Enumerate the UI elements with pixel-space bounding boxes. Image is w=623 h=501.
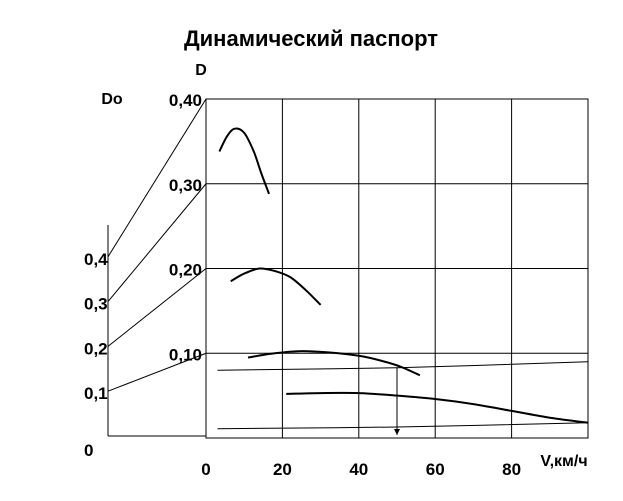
x-tick-label: 20 bbox=[273, 460, 292, 479]
x-tick-label: 40 bbox=[349, 460, 368, 479]
do-tick-label: 0,4 bbox=[84, 250, 108, 269]
plot-series bbox=[217, 127, 589, 435]
do-tick-label: 0,2 bbox=[84, 339, 108, 358]
series-curve-5 bbox=[217, 361, 589, 371]
chart-title: Динамический паспорт bbox=[184, 26, 438, 51]
y-axis-label: D bbox=[195, 62, 207, 79]
series-curve-2 bbox=[230, 267, 322, 306]
y-tick-label: 0,30 bbox=[169, 176, 202, 195]
nomogram-guide-line bbox=[107, 352, 207, 392]
series-curve-3 bbox=[247, 350, 421, 377]
tick-labels: 0 20 40 60 80 0,10 0,20 0,30 0,40 0 0,1 0,2 0,3 0,4 bbox=[84, 91, 521, 479]
y-tick-label: 0,10 bbox=[169, 345, 202, 364]
x-axis-label: V,км/ч bbox=[540, 453, 587, 470]
y-tick-label: 0,20 bbox=[169, 261, 202, 280]
nomogram-guides bbox=[107, 98, 207, 392]
series-curve-1 bbox=[218, 127, 270, 195]
do-tick-label: 0,1 bbox=[84, 384, 108, 403]
nomogram-guide-line bbox=[107, 98, 207, 258]
do-tick-label: 0,3 bbox=[84, 295, 108, 314]
series-curve-6 bbox=[217, 422, 589, 430]
annotation-arrowhead bbox=[394, 429, 400, 435]
x-tick-label: 0 bbox=[201, 460, 210, 479]
series-curve-4 bbox=[286, 391, 589, 424]
do-tick-label: 0 bbox=[84, 441, 93, 460]
nomogram-guide-line bbox=[107, 268, 207, 347]
nomogram-guide-line bbox=[107, 183, 207, 302]
y-tick-label: 0,40 bbox=[169, 91, 202, 110]
x-tick-label: 60 bbox=[426, 460, 445, 479]
do-axis-label: Do bbox=[101, 91, 123, 108]
x-tick-label: 80 bbox=[502, 460, 521, 479]
